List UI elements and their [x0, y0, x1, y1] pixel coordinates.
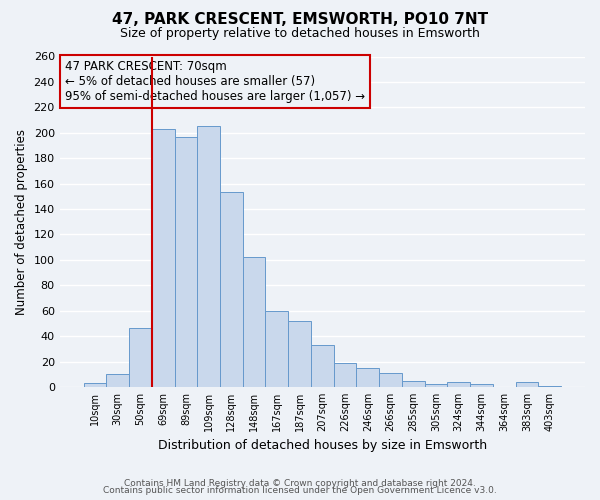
Text: Contains HM Land Registry data © Crown copyright and database right 2024.: Contains HM Land Registry data © Crown c… [124, 478, 476, 488]
X-axis label: Distribution of detached houses by size in Emsworth: Distribution of detached houses by size … [158, 440, 487, 452]
Bar [311, 345, 334, 387]
Bar [448, 382, 470, 387]
Bar [175, 136, 197, 387]
Text: Size of property relative to detached houses in Emsworth: Size of property relative to detached ho… [120, 28, 480, 40]
Bar [379, 373, 402, 387]
Bar [356, 368, 379, 387]
Bar [197, 126, 220, 387]
Bar [538, 386, 561, 387]
Bar [515, 382, 538, 387]
Bar [288, 321, 311, 387]
Bar [106, 374, 129, 387]
Bar [265, 310, 288, 387]
Text: 47 PARK CRESCENT: 70sqm
← 5% of detached houses are smaller (57)
95% of semi-det: 47 PARK CRESCENT: 70sqm ← 5% of detached… [65, 60, 365, 103]
Bar [243, 258, 265, 387]
Bar [129, 328, 152, 387]
Text: 47, PARK CRESCENT, EMSWORTH, PO10 7NT: 47, PARK CRESCENT, EMSWORTH, PO10 7NT [112, 12, 488, 28]
Bar [425, 384, 448, 387]
Y-axis label: Number of detached properties: Number of detached properties [15, 128, 28, 314]
Bar [334, 363, 356, 387]
Bar [402, 380, 425, 387]
Bar [470, 384, 493, 387]
Bar [83, 383, 106, 387]
Bar [152, 129, 175, 387]
Bar [220, 192, 243, 387]
Text: Contains public sector information licensed under the Open Government Licence v3: Contains public sector information licen… [103, 486, 497, 495]
